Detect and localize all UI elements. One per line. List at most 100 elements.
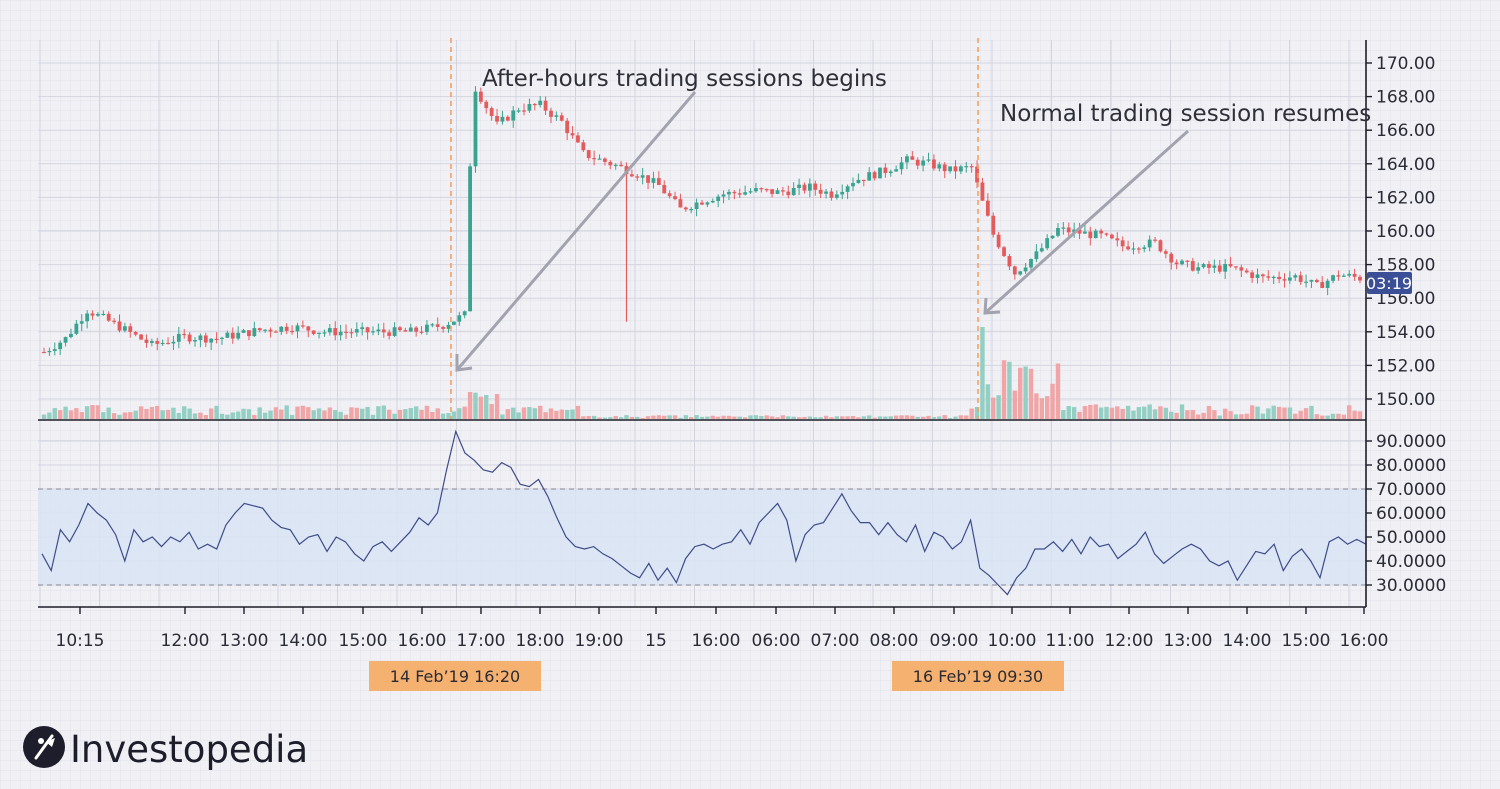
volume-bar xyxy=(182,406,187,419)
volume-bar xyxy=(640,417,645,419)
candle xyxy=(1174,259,1179,270)
candle xyxy=(1153,236,1157,243)
time-tick-label: 13:00 xyxy=(1164,631,1213,651)
volume-bar xyxy=(726,415,732,419)
candle xyxy=(651,171,656,189)
candle xyxy=(1320,276,1325,289)
candle xyxy=(845,184,850,200)
volume-bar xyxy=(160,410,165,419)
brand-name: Investopedia xyxy=(70,728,308,771)
price-tick-label: 162.00 xyxy=(1376,188,1435,208)
price-tick-label: 158.00 xyxy=(1376,256,1435,276)
volume-bar xyxy=(1039,398,1044,419)
volume-bar xyxy=(370,414,376,419)
volume-bar xyxy=(279,409,284,419)
candle xyxy=(586,149,591,161)
volume-bar xyxy=(915,416,920,419)
candle xyxy=(576,132,580,144)
candle xyxy=(554,111,559,121)
candle xyxy=(813,180,818,196)
candle xyxy=(69,328,73,339)
candle xyxy=(597,154,602,160)
volume-bar xyxy=(1001,360,1007,419)
candle xyxy=(705,201,710,208)
candle xyxy=(300,320,305,329)
volume-bar xyxy=(818,417,823,419)
volume-bar xyxy=(759,416,764,419)
rsi-tick-label: 40.0000 xyxy=(1376,552,1446,572)
candle xyxy=(220,336,224,345)
volume-bar xyxy=(144,408,149,419)
volume-bar xyxy=(376,406,381,419)
volume-bar xyxy=(268,410,273,419)
candle xyxy=(1018,270,1023,276)
volume-bar xyxy=(1044,396,1050,419)
candle xyxy=(1352,268,1357,281)
volume-bar xyxy=(1282,407,1287,419)
time-tick-label: 06:00 xyxy=(752,631,801,651)
candle xyxy=(764,188,769,193)
volume-bar xyxy=(1066,405,1071,419)
candle xyxy=(1072,222,1077,238)
volume-bar xyxy=(1255,406,1260,419)
candle xyxy=(1309,279,1314,288)
volume-bar xyxy=(435,408,440,419)
candle xyxy=(743,185,748,196)
volume-bar xyxy=(893,415,899,419)
volume-bar xyxy=(1298,410,1303,419)
volume-bar xyxy=(608,417,613,419)
candle xyxy=(1045,234,1050,251)
candle xyxy=(376,323,381,336)
volume-bar xyxy=(527,407,532,419)
volume-bar xyxy=(575,405,581,419)
volume-bar xyxy=(235,411,241,419)
candle xyxy=(381,322,386,338)
candle xyxy=(1314,278,1319,283)
candle xyxy=(1347,270,1352,278)
date-badge-left: 14 Feb’19 16:20 xyxy=(369,661,541,691)
candle xyxy=(689,207,694,214)
volume-bar xyxy=(327,407,333,419)
candle xyxy=(759,187,764,193)
volume-bar xyxy=(802,416,807,419)
candle xyxy=(257,327,262,333)
candle xyxy=(538,96,543,108)
volume-bar xyxy=(521,407,527,419)
volume-bar xyxy=(964,415,969,419)
candle xyxy=(791,182,796,196)
candle xyxy=(694,198,699,217)
volume-bar xyxy=(667,415,672,419)
rsi-tick-label: 60.0000 xyxy=(1376,504,1446,524)
volume-bar xyxy=(225,414,230,419)
volume-bar xyxy=(904,415,910,419)
candle xyxy=(333,321,338,341)
candle xyxy=(166,337,170,345)
volume-bar xyxy=(883,416,888,419)
volume-bar xyxy=(554,410,559,419)
volume-bar xyxy=(203,414,209,419)
volume-bar xyxy=(537,405,543,419)
candle xyxy=(149,338,154,347)
candle xyxy=(408,323,413,332)
candle xyxy=(160,339,165,346)
volume-bar xyxy=(996,395,1001,419)
volume-bar xyxy=(1055,363,1061,419)
candle xyxy=(1201,262,1206,269)
volume-bar xyxy=(171,407,176,419)
candle xyxy=(144,334,149,348)
price-tick-label: 152.00 xyxy=(1376,356,1435,376)
volume-bar xyxy=(187,408,192,419)
candle xyxy=(613,163,618,170)
time-axis: 10:15 12:00 13:00 14:00 15:00 16:00 17:00 18:00… xyxy=(56,607,1389,651)
volume-bar xyxy=(1336,413,1341,419)
volume-bar xyxy=(219,413,225,419)
volume-bar xyxy=(1352,410,1357,419)
time-tick-label: 11:00 xyxy=(1046,631,1095,651)
candle xyxy=(478,87,483,104)
candle xyxy=(198,333,203,348)
rsi-tick-label: 90.0000 xyxy=(1376,432,1446,452)
volume-bar xyxy=(877,416,883,419)
time-tick-label: 07:00 xyxy=(811,631,860,651)
volume-bar xyxy=(338,411,343,419)
